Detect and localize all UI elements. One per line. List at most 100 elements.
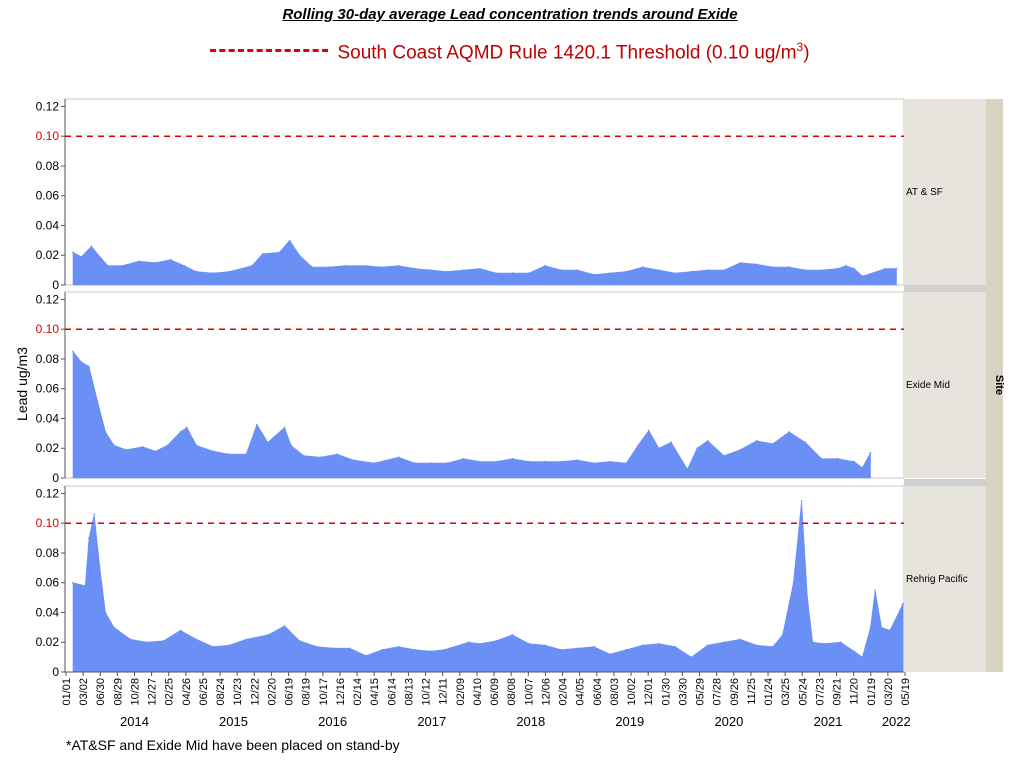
data-point [245, 453, 247, 456]
data-point [479, 642, 481, 645]
x-tick-label: 11/20 [849, 678, 861, 705]
data-point [298, 254, 301, 256]
data-point [511, 457, 514, 460]
data-point [560, 269, 562, 271]
data-point [288, 239, 291, 242]
x-tick-label: 06/09 [489, 678, 501, 706]
data-point [80, 361, 83, 363]
data-point [256, 423, 258, 426]
x-tick-label: 01/19 [866, 678, 878, 706]
data-point [365, 654, 367, 657]
threshold-legend-line [210, 48, 329, 52]
panel-1: Exide Mid 0 0.02 0.04 0.06 0.08 0.10 0.12 [36, 291, 986, 485]
y-tick-label: 0.12 [36, 486, 60, 500]
x-tick-label: 10/28 [129, 678, 141, 706]
year-label: 2018 [516, 714, 545, 729]
data-point [430, 462, 432, 464]
x-tick-label: 04/26 [181, 678, 193, 706]
legend-suffix: ) [803, 42, 810, 64]
x-tick-label: 12/22 [249, 678, 261, 706]
x-tick-label: 12/16 [335, 678, 347, 706]
data-point [686, 468, 689, 470]
data-point [853, 460, 855, 463]
data-point [104, 611, 107, 614]
data-point [895, 267, 898, 270]
data-point [261, 253, 264, 255]
data-point [880, 626, 883, 629]
y-tick-label: 0.04 [36, 411, 60, 425]
x-tick-label: 06/19 [284, 678, 296, 706]
site-label: Rehrig Pacific [906, 574, 968, 585]
x-tick-label: 03/02 [78, 678, 90, 706]
x-tick-label: 12/06 [540, 678, 552, 706]
data-point [861, 466, 864, 469]
x-tick-label: 01/24 [763, 678, 775, 706]
data-point [430, 650, 432, 652]
data-point [800, 500, 803, 502]
y-tick-label: 0.10 [36, 129, 60, 143]
site-strip [904, 99, 986, 285]
x-tick-label: 06/30 [95, 678, 107, 706]
data-point [228, 453, 231, 456]
data-point [479, 460, 481, 463]
site-strip [904, 486, 986, 672]
y-tick-label: 0.02 [36, 248, 60, 262]
data-point [72, 581, 74, 584]
data-point [107, 264, 109, 267]
x-tick-label: 05/19 [900, 678, 912, 706]
y-tick-label: 0.12 [36, 99, 60, 113]
data-point [648, 429, 650, 432]
data-point [212, 645, 214, 648]
data-point [495, 272, 497, 274]
data-point [381, 648, 384, 651]
data-point [278, 251, 281, 254]
site-group-label: Site [993, 375, 1005, 395]
data-point [576, 459, 579, 461]
data-point [84, 584, 86, 587]
data-point [90, 245, 93, 248]
data-point [755, 263, 758, 266]
data-point [811, 641, 814, 643]
data-point [290, 444, 292, 447]
data-point [195, 444, 198, 447]
data-point [298, 640, 301, 642]
x-tick-label: 02/25 [164, 678, 176, 706]
data-point [414, 267, 416, 270]
data-point [658, 642, 660, 645]
data-point [527, 642, 530, 645]
data-point [365, 264, 367, 267]
data-point [884, 267, 887, 270]
data-point [706, 269, 709, 271]
y-tick-label: 0 [52, 278, 59, 292]
data-point [348, 647, 351, 649]
data-point [166, 444, 169, 447]
data-point [146, 641, 148, 643]
panel-2: Rehrig Pacific 0 0.02 0.04 0.06 0.08 0.10 0.12 [36, 485, 986, 679]
y-tick-label: 0.08 [36, 546, 60, 560]
data-point [336, 453, 339, 456]
data-point [853, 650, 855, 652]
y-tick-label: 0.04 [36, 605, 60, 619]
x-tick-label: 05/29 [695, 678, 707, 706]
y-tick-label: 0.02 [36, 635, 60, 649]
x-tick-label: 12/01 [643, 678, 655, 706]
x-tick-label: 05/24 [797, 678, 809, 706]
site-label: AT & SF [906, 187, 943, 198]
x-tick-label: 12/11 [438, 678, 450, 705]
data-point [303, 454, 305, 457]
data-point [889, 629, 891, 632]
panel-frame [64, 485, 905, 673]
data-point [104, 431, 107, 433]
x-tick-label: 10/23 [232, 678, 244, 706]
data-point [696, 447, 698, 450]
footnote: *AT&SF and Exide Mid have been placed on… [66, 737, 400, 753]
data-point [141, 446, 144, 448]
y-tick-label: 0.10 [36, 516, 60, 530]
data-point [169, 258, 172, 261]
x-tick-label: 01/01 [61, 678, 73, 706]
data-point [625, 462, 628, 464]
data-point [806, 596, 809, 599]
data-point [511, 634, 514, 636]
data-point [479, 267, 481, 270]
